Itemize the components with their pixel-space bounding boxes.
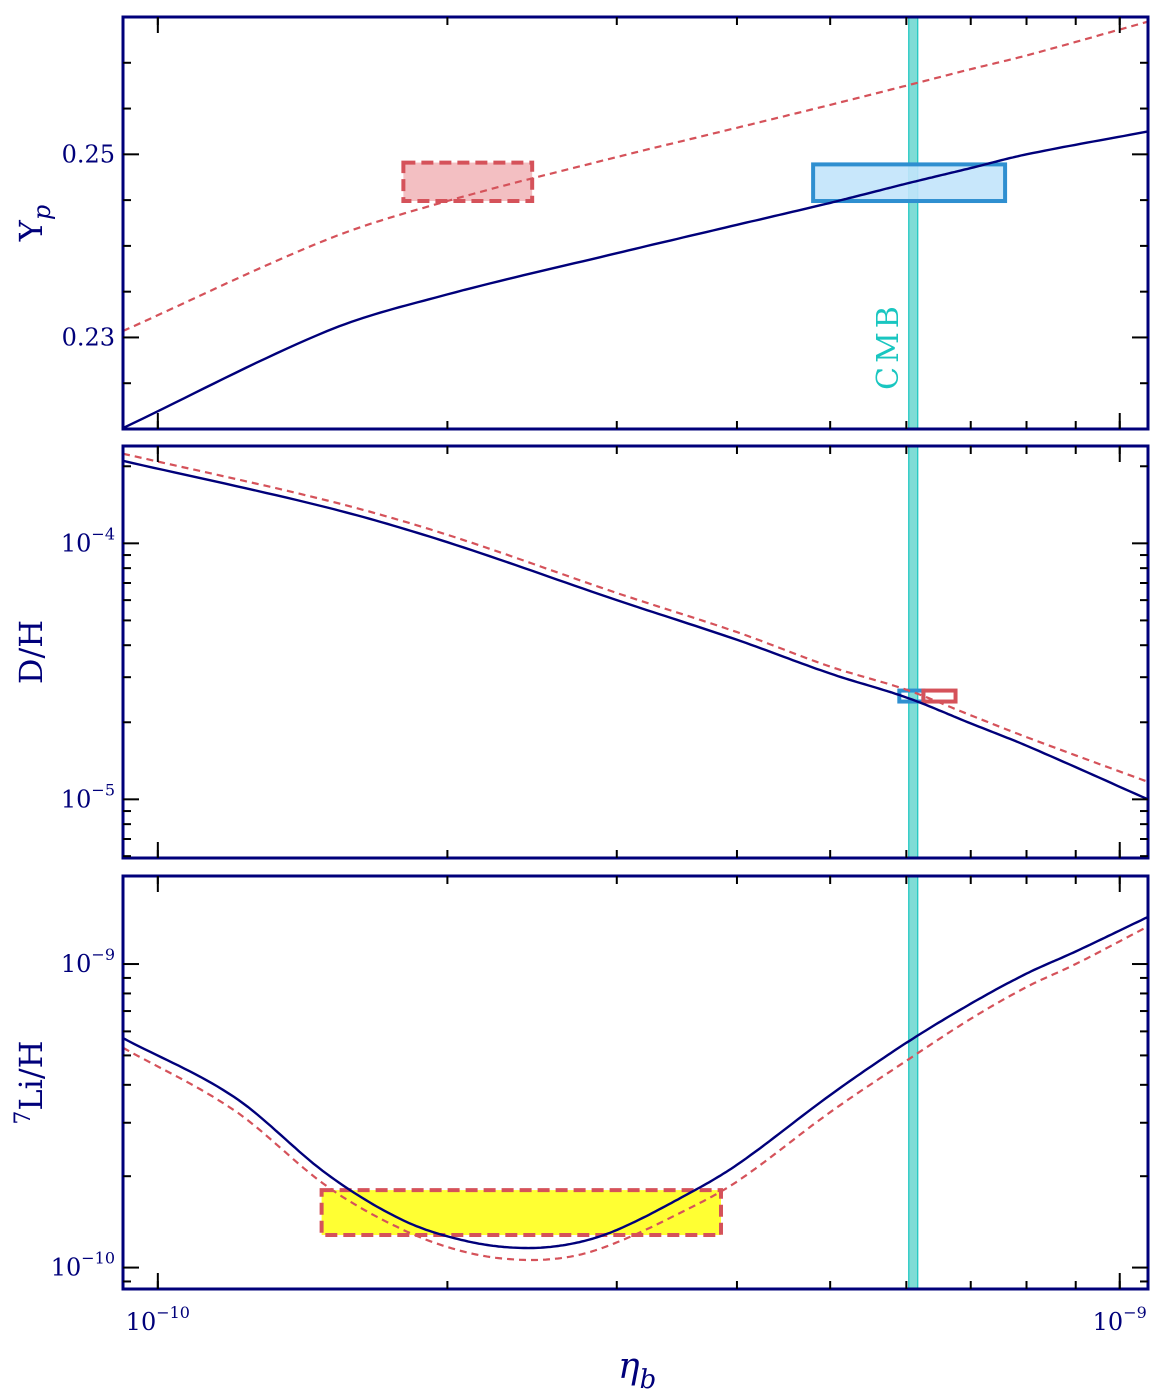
x-tick-label-0: 10−10	[126, 1303, 190, 1336]
cmb-band	[908, 876, 919, 1289]
panel-yp-frame	[121, 15, 1150, 431]
series-solid-line	[123, 130, 1148, 429]
y-tick-label-li-1-exp: −10	[81, 1249, 115, 1268]
cmb-label: CMB	[871, 302, 906, 390]
panel-yp-plot-area	[123, 17, 1148, 429]
y-tick-label-li-1-base: 10	[51, 1254, 82, 1282]
y-axis-label-dh: D/H	[12, 620, 50, 684]
y-axis-label-main: Li/H	[12, 1040, 50, 1110]
y-tick-label-dh-0: 10−4	[61, 524, 115, 557]
x-tick-label-0-exp: −10	[156, 1303, 190, 1322]
x-axis-label-main: η	[618, 1346, 640, 1387]
y-axis-label-sup: 7	[11, 1111, 36, 1125]
panel-dh-plot-area	[123, 446, 1148, 858]
y-tick-label-yp-0: 0.23	[62, 323, 115, 351]
y-tick-label-li-0: 10−9	[61, 945, 115, 978]
y-tick-label-li-0-exp: −9	[91, 945, 115, 964]
y-tick-label-dh-0-exp: −4	[91, 524, 115, 543]
y-tick-label-dh-1: 10−5	[61, 780, 115, 813]
error-box-blue	[811, 162, 1008, 204]
y-tick-label-yp-1: 0.25	[62, 140, 115, 168]
panel-li-plot-area	[123, 876, 1148, 1289]
x-tick-label-1-exp: −9	[1123, 1303, 1147, 1322]
series-dashed-line	[123, 925, 1148, 1262]
y-tick-label-dh-1-base: 10	[61, 785, 92, 813]
panel-li-frame	[121, 874, 1150, 1291]
series-dashed-line	[123, 20, 1148, 333]
panel-yp: 0.23 0.25 Yp CMB	[12, 15, 1150, 431]
x-tick-label-0-base: 10	[126, 1308, 157, 1336]
panels: 0.230.25YpCMB10−410−5D/H10−910−107Li/H10…	[11, 15, 1150, 1336]
y-axis-label-main: Y	[12, 219, 50, 242]
cmb-band	[908, 446, 919, 858]
y-axis-label-yp: Yp	[12, 205, 56, 243]
x-tick-label-1: 10−9	[1093, 1303, 1147, 1336]
series-dashed-line	[123, 452, 1148, 783]
panel-dh-frame	[121, 444, 1150, 860]
y-tick-label-dh-0-base: 10	[61, 529, 92, 557]
panel-dh: 10−410−5D/H	[12, 444, 1150, 860]
error-box-red	[401, 160, 535, 204]
y-tick-label-dh-1-exp: −5	[91, 780, 115, 799]
series-solid-line	[123, 459, 1148, 801]
y-tick-label-li-1: 10−10	[51, 1249, 115, 1282]
cmb-band	[908, 17, 919, 429]
y-tick-label-li-0-base: 10	[61, 950, 92, 978]
x-axis-label: ηb	[618, 1346, 656, 1395]
error-box-yellow	[319, 1188, 723, 1238]
series-solid-line	[123, 915, 1148, 1250]
x-tick-label-1-base: 10	[1093, 1308, 1124, 1336]
error-box-red_outline	[921, 688, 958, 704]
x-tick-labels: 10−10 10−9	[126, 1303, 1147, 1336]
y-axis-label-sub: p	[28, 205, 56, 220]
y-axis-label-li: 7Li/H	[11, 1040, 50, 1124]
x-axis-label-sub: b	[640, 1365, 657, 1395]
